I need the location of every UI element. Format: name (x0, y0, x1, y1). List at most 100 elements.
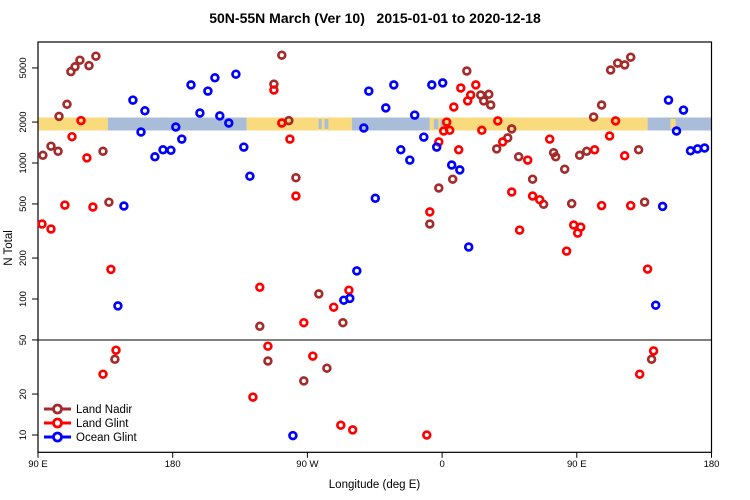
data-point-land-glint (589, 145, 600, 155)
data-point-land-glint (248, 392, 258, 402)
data-point-land-glint (456, 83, 466, 93)
data-point-land-nadir (625, 52, 636, 62)
data-point-ocean-glint (405, 155, 415, 165)
data-point-land-nadir (491, 144, 502, 154)
data-point-ocean-glint (203, 86, 213, 96)
legend-label-2: Land Glint (76, 418, 129, 430)
data-point-ocean-glint (671, 126, 682, 136)
data-point-land-glint (497, 137, 508, 147)
data-point-land-nadir (98, 146, 108, 157)
data-point-land-nadir (646, 354, 657, 365)
data-point-ocean-glint (364, 86, 374, 96)
data-point-ocean-glint (381, 103, 391, 113)
data-point-land-nadir (581, 146, 592, 157)
data-point-land-glint (610, 116, 621, 126)
data-point-land-glint (625, 200, 636, 211)
data-point-land-nadir (550, 152, 561, 162)
x-tick-label: 180 (704, 459, 720, 470)
data-point-land-glint (255, 282, 265, 293)
y-tick-label: 50 (18, 335, 29, 346)
data-point-land-nadir (639, 197, 650, 207)
y-tick-label: 100 (18, 291, 29, 307)
data-point-land-nadir (54, 111, 64, 122)
data-point-land-nadir (462, 66, 472, 76)
legend-marker-3 (52, 431, 63, 443)
data-point-ocean-glint (119, 201, 129, 211)
data-point-land-nadir (574, 150, 585, 161)
x-tick-label: 0 (439, 459, 444, 470)
data-point-land-glint (76, 115, 86, 126)
y-axis-label: N Total (3, 230, 15, 266)
data-point-ocean-glint (345, 293, 355, 304)
data-point-ocean-glint (166, 145, 176, 156)
data-point-land-nadir (478, 96, 489, 106)
data-point-ocean-glint (210, 73, 220, 83)
data-point-land-nadir (299, 376, 309, 386)
data-point-ocean-glint (231, 69, 241, 79)
plot-border (37, 41, 713, 453)
data-point-ocean-glint (195, 108, 205, 118)
data-point-land-glint (453, 145, 464, 155)
data-point-ocean-glint (650, 300, 661, 310)
data-point-ocean-glint (136, 127, 146, 137)
data-point-land-nadir (559, 164, 570, 174)
data-point-land-glint (514, 225, 525, 235)
data-point-ocean-glint (657, 201, 668, 212)
data-point-land-glint (441, 117, 452, 127)
data-point-land-nadir (277, 50, 287, 60)
data-point-land-glint (477, 125, 487, 136)
data-point-land-nadir (110, 354, 120, 365)
data-point-ocean-glint (113, 301, 123, 311)
data-point-land-nadir (38, 150, 48, 161)
y-tick-label: 200 (18, 250, 29, 266)
data-point-land-glint (106, 264, 116, 275)
data-point-land-glint (88, 202, 98, 212)
surface-band-patch-ocean (433, 119, 439, 129)
data-point-land-glint (308, 351, 318, 361)
data-point-land-glint (344, 285, 354, 295)
data-point-ocean-glint (699, 143, 710, 153)
data-point-ocean-glint (239, 142, 249, 152)
data-point-land-glint (263, 341, 273, 351)
data-point-land-glint (444, 125, 455, 136)
data-point-land-nadir (255, 321, 265, 332)
data-point-land-glint (449, 102, 459, 112)
data-point-ocean-glint (158, 145, 168, 155)
data-point-land-glint (572, 228, 583, 238)
legend-marker-1 (52, 403, 63, 415)
data-point-land-glint (285, 134, 295, 144)
data-point-land-glint (462, 96, 473, 106)
data-point-land-nadir (484, 89, 494, 100)
data-point-land-nadir (322, 363, 332, 373)
data-point-land-glint (604, 131, 615, 141)
data-point-ocean-glint (409, 110, 420, 120)
data-point-ocean-glint (446, 160, 457, 170)
data-point-ocean-glint (288, 430, 298, 441)
legend-label-3: Ocean Glint (76, 432, 138, 444)
data-point-ocean-glint (171, 122, 181, 132)
data-point-land-glint (60, 200, 70, 210)
data-point-ocean-glint (455, 165, 465, 175)
data-point-ocean-glint (431, 142, 442, 152)
chart-title: 50N-55N March (Ver 10) 2015-01-01 to 202… (209, 10, 541, 26)
data-point-land-glint (46, 224, 56, 234)
data-point-land-glint (648, 346, 659, 356)
surface-band-patch-ocean (318, 119, 322, 129)
data-point-land-nadir (84, 60, 94, 71)
data-point-land-glint (82, 153, 92, 163)
data-point-land-nadir (434, 183, 444, 193)
data-point-ocean-glint (359, 123, 369, 133)
data-point-ocean-glint (224, 118, 234, 128)
data-point-land-glint (596, 200, 607, 211)
surface-band-ocean (647, 117, 712, 131)
data-point-ocean-glint (427, 80, 437, 90)
data-point-ocean-glint (352, 266, 362, 276)
data-point-land-glint (299, 317, 309, 328)
data-point-land-glint (642, 264, 653, 274)
surface-band-land (246, 117, 352, 131)
data-point-land-glint (269, 85, 279, 95)
data-point-land-nadir (588, 112, 599, 122)
data-point-ocean-glint (128, 95, 138, 105)
surface-band-ocean (351, 117, 430, 131)
